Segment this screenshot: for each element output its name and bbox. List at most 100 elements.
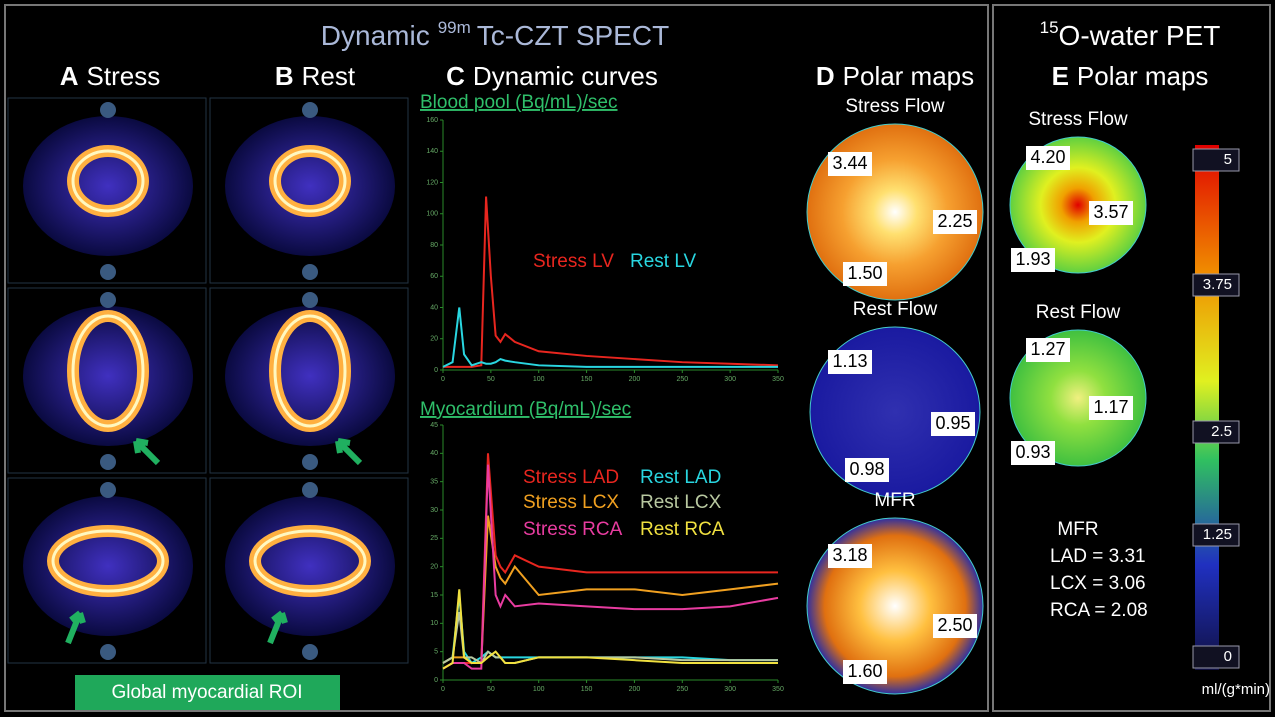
colorbar-label: 5 [1224,151,1232,168]
pet-isotope: 15 [1040,18,1059,37]
panel-name: Dynamic curves [473,61,658,91]
polar-title: Stress Flow [1028,109,1128,130]
y-tick-label: 10 [430,620,438,627]
panel-name: Stress [87,61,161,91]
panel-name: Polar maps [1077,61,1209,91]
legend-label: Stress RCA [523,519,623,540]
header-isotope: 99m [438,18,471,37]
nav-button [100,644,116,660]
panel-name: Polar maps [843,61,975,91]
nav-button [302,102,318,118]
polar-value: 2.25 [937,211,972,231]
legend-label: Rest LAD [640,467,721,488]
polar-value: 0.98 [849,459,884,479]
x-tick-label: 200 [629,686,641,693]
polar-title: MFR [874,490,915,511]
x-tick-label: 100 [533,686,545,693]
x-tick-label: 300 [724,376,736,383]
y-tick-label: 35 [430,479,438,486]
nav-button [100,454,116,470]
polar-value: 1.50 [847,263,882,283]
x-tick-label: 250 [676,376,688,383]
panel-name: Rest [302,61,356,91]
panel-title: D Polar maps [816,61,974,91]
polar-value: 0.95 [935,413,970,433]
nav-button [302,482,318,498]
panel-title: E Polar maps [1052,61,1209,91]
series-line [443,612,778,663]
panel-letter: C [446,61,465,91]
panel-title: A Stress [60,61,160,91]
y-tick-label: 40 [430,450,438,457]
nav-button [100,482,116,498]
x-tick-label: 150 [581,376,593,383]
header-prefix: Dynamic [321,20,430,51]
legend-label: Stress LCX [523,492,619,513]
header-suffix: Tc-CZT SPECT [477,20,669,51]
polar-value: 3.57 [1093,202,1128,222]
nav-button [302,644,318,660]
panel-letter: D [816,61,835,91]
x-tick-label: 150 [581,686,593,693]
chart-title: Blood pool (Bq/mL)/sec [420,92,618,113]
polar-value: 1.17 [1093,397,1128,417]
mfr-title: MFR [1057,519,1098,540]
x-tick-label: 300 [724,686,736,693]
colorbar [1195,145,1219,670]
x-tick-label: 350 [772,686,784,693]
chart-title: Myocardium (Bq/mL)/sec [420,399,631,420]
colorbar-label: 1.25 [1203,526,1232,543]
y-tick-label: 40 [430,304,438,311]
y-tick-label: 0 [434,677,438,684]
y-tick-label: 25 [430,535,438,542]
panel-letter: B [275,61,294,91]
x-tick-label: 50 [487,376,495,383]
nav-button [302,292,318,308]
x-tick-label: 350 [772,376,784,383]
x-tick-label: 200 [629,376,641,383]
colorbar-tag [1193,149,1239,171]
legend-label: Stress LAD [523,467,619,488]
x-tick-label: 0 [441,686,445,693]
y-tick-label: 15 [430,592,438,599]
polar-value: 3.18 [832,545,867,565]
legend-label: Rest LCX [640,492,722,513]
nav-button [100,264,116,280]
polar-value: 1.27 [1030,339,1065,359]
colorbar-label: 2.5 [1211,423,1232,440]
pet-suffix: O-water PET [1059,20,1221,51]
y-tick-label: 80 [430,242,438,249]
legend-label: Rest RCA [640,519,725,540]
colorbar-label: 3.75 [1203,276,1232,293]
y-tick-label: 120 [426,179,438,186]
mfr-line: LCX = 3.06 [1050,573,1146,594]
polar-value: 1.93 [1015,249,1050,269]
mfr-line: RCA = 2.08 [1050,600,1148,621]
image-blob [225,116,395,256]
panel-title: C Dynamic curves [446,61,658,91]
polar-value: 3.44 [832,153,867,173]
y-tick-label: 45 [430,422,438,429]
series-line [443,197,778,367]
nav-button [100,292,116,308]
colorbar-unit: ml/(g*min) [1202,681,1270,698]
legend-label: Rest LV [630,251,697,272]
polar-title: Rest Flow [1036,302,1121,323]
nav-button [302,264,318,280]
colorbar-tag [1193,646,1239,668]
panel-letter: E [1052,61,1069,91]
x-tick-label: 0 [441,376,445,383]
legend-label: Stress LV [533,251,614,272]
panel-title: B Rest [275,61,356,91]
y-tick-label: 100 [426,211,438,218]
y-tick-label: 20 [430,564,438,571]
polar-title: Rest Flow [853,299,938,320]
panel-letter: A [60,61,79,91]
x-tick-label: 250 [676,686,688,693]
polar-title: Stress Flow [845,96,945,117]
x-tick-label: 50 [487,686,495,693]
nav-button [302,454,318,470]
pet-header: 15O-water PET [1040,18,1221,51]
x-tick-label: 100 [533,376,545,383]
polar-value: 1.13 [832,351,867,371]
